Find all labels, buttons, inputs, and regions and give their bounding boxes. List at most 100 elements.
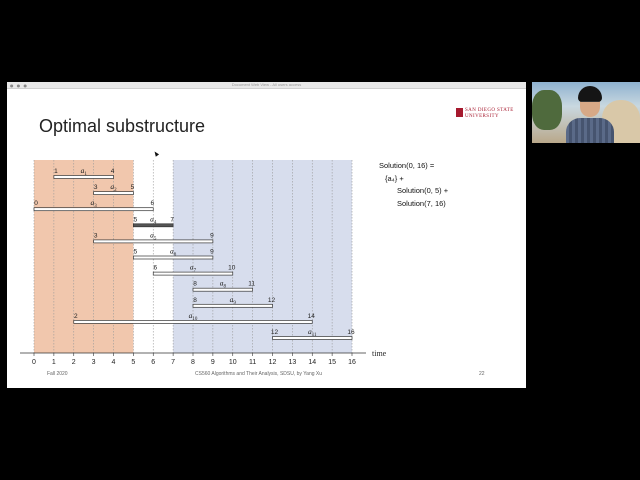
interval-bar [33,207,154,212]
interval-bar [192,287,253,292]
x-tick-label: 7 [171,359,175,366]
interval-name-label: a8 [220,279,227,290]
interval-end-label: 14 [308,313,316,320]
interval-name-label: a10 [189,311,198,322]
logo-line-2: UNIVERSITY [465,114,499,119]
interval-name: a [308,327,312,336]
x-tick-label: 1 [52,359,56,366]
interval-bar [53,175,114,179]
solution-line: Solution(0, 16) = [379,161,435,170]
interval-bar [152,271,234,276]
x-axis-label: time [372,349,387,358]
interval-start-label: 5 [134,216,138,223]
x-tick-label: 12 [269,359,277,366]
interval-start-label: 1 [54,168,58,175]
x-tick-label: 14 [308,359,316,366]
university-logo: SAN DIEGO STATE UNIVERSITY [456,107,518,121]
interval-name: a [190,263,194,272]
interval-name: a [230,295,234,304]
interval-start-label: 5 [134,249,138,256]
interval-end-label: 9 [210,249,214,256]
interval-bar [93,239,214,244]
x-tick-label: 11 [249,359,256,366]
interval-end-label: 9 [210,232,214,239]
university-seal-icon [456,108,463,117]
logo-line-1: SAN DIEGO STATE [465,108,514,113]
interval-bar [133,255,214,260]
presenter-shirt [566,118,614,143]
interval-name: a [81,166,85,175]
x-tick-label: 5 [131,359,135,366]
presenter-hair [578,86,602,102]
interval-name-label: a2 [110,182,117,193]
interval-subscript: 10 [192,317,198,322]
interval-name: a [150,230,154,239]
slide-title: Optimal substructure [39,116,206,136]
interval-end-label: 10 [228,265,236,272]
interval-end-label: 7 [170,216,174,223]
footer-term: Fall 2020 [47,371,68,377]
interval-subscript: 4 [154,220,157,225]
interval-end-label: 16 [347,329,355,336]
interval-start-label: 8 [193,297,197,304]
interval-name: a [189,311,193,320]
shaded-range [34,160,134,353]
x-tick-label: 8 [191,359,195,366]
interval-subscript: 1 [84,172,87,177]
interval-subscript: 8 [223,285,226,290]
x-tick-label: 2 [72,359,76,366]
interval-start-label: 3 [94,184,98,191]
window-title: Document Web View - All users access [231,82,302,87]
interval-subscript: 6 [174,253,177,258]
slide: 0 1 2 3 4 5 6 7 8 9 10 11 12 13 14 15 16 time 1 4 a1 3 5 a2 0 6 a3… [7,89,526,388]
window-controls[interactable]: ● ● ● [10,83,29,88]
interval-start-label: 8 [193,281,197,288]
interval-start-label: 0 [34,200,38,207]
interval-start-label: 6 [153,265,157,272]
interval-end-label: 6 [150,200,154,207]
solution-line: Solution(0, 5) + [397,186,449,195]
solution-line: Solution(7, 16) [397,198,446,208]
x-tick-label: 0 [32,359,36,366]
interval-name-label: a7 [190,263,197,274]
interval-start-label: 3 [94,232,98,239]
interval-bar [272,336,353,340]
interval-name-label: a6 [170,247,177,258]
interval-start-label: 2 [74,313,78,320]
interval-subscript: 11 [312,333,317,338]
interval-name: a [110,182,114,191]
x-tick-label: 16 [348,359,356,366]
interval-name: a [91,198,95,207]
x-tick-label: 9 [211,359,215,366]
interval-subscript: 9 [233,301,236,306]
footer-course: CS560 Algorithms and Their Analysis, SDS… [195,371,323,377]
x-tick-label: 15 [328,359,336,366]
webcam-background-tree [532,90,562,130]
x-tick-label: 6 [151,359,155,366]
x-tick-label: 13 [288,359,296,366]
interval-end-label: 12 [268,297,276,304]
interval-name-label: a11 [308,327,317,338]
slide-window: ● ● ● Document Web View - All users acce… [7,82,526,388]
interval-bar [133,223,174,228]
interval-name-label: a3 [91,198,98,209]
interval-subscript: 7 [194,269,197,274]
interval-bar [93,191,134,195]
interval-subscript: 5 [154,236,157,241]
interval-name: a [150,214,154,223]
interval-bar [192,303,273,308]
interval-name: a [220,279,224,288]
presenter-glasses-icon [581,101,599,106]
interval-end-label: 4 [111,168,115,175]
webcam-feed[interactable] [532,82,640,143]
x-tick-label: 3 [92,359,96,366]
interval-end-label: 11 [248,281,255,288]
x-tick-label: 4 [112,359,116,366]
interval-subscript: 2 [114,188,117,193]
interval-end-label: 5 [131,184,135,191]
interval-start-label: 12 [271,329,279,336]
interval-name: a [170,247,174,256]
interval-name-label: a1 [81,166,88,177]
interval-name-label: a9 [230,295,237,306]
interval-bar [73,320,313,324]
